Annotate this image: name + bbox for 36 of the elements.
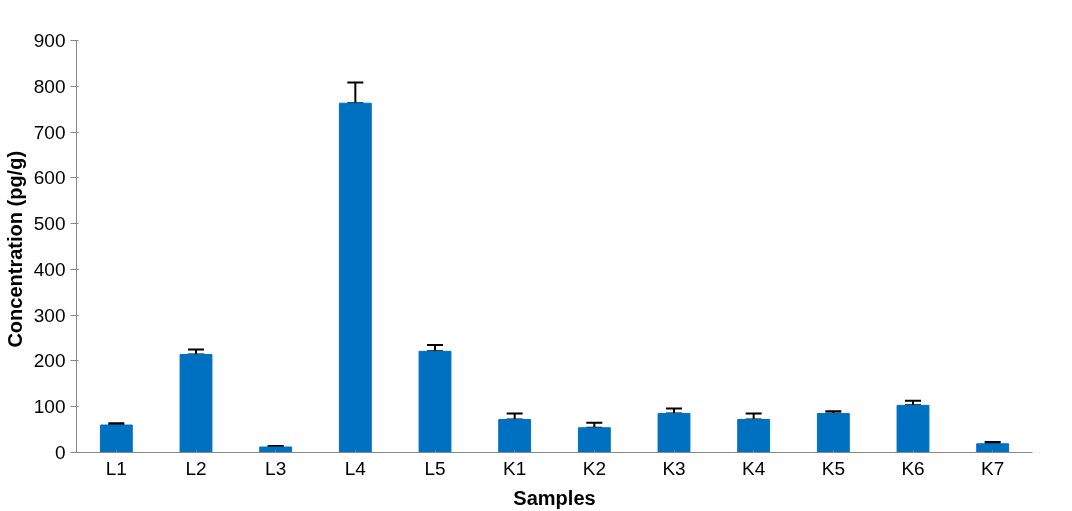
x-tick-label: K6 (901, 457, 925, 479)
x-tick-label: K5 (821, 457, 845, 479)
bar (737, 419, 771, 453)
x-axis-title: Samples (513, 486, 596, 509)
bar (976, 443, 1010, 453)
x-tick-label: L3 (265, 457, 287, 479)
bar (577, 427, 611, 453)
y-tick-label: 400 (33, 258, 66, 280)
x-tick-label: L4 (344, 457, 367, 479)
bar (896, 404, 930, 453)
bar (816, 413, 850, 453)
y-tick-label: 600 (33, 167, 66, 189)
bar (418, 350, 452, 453)
x-tick-label: K4 (742, 457, 766, 479)
y-tick-label: 700 (33, 121, 66, 143)
bar (338, 102, 372, 453)
x-tick-label: K7 (981, 457, 1005, 479)
y-tick-label: 300 (33, 304, 66, 326)
bar (179, 354, 213, 453)
y-tick-label: 200 (33, 350, 66, 372)
y-tick-label: 800 (33, 75, 66, 97)
x-tick-label: K1 (503, 457, 527, 479)
y-tick-label: 100 (33, 396, 66, 418)
bar (498, 419, 532, 453)
x-tick-label: L1 (105, 457, 127, 479)
y-axis-title: Concentration (pg/g) (3, 150, 26, 348)
bar (99, 424, 133, 453)
y-tick-label: 500 (33, 213, 66, 235)
x-tick-label: K2 (582, 457, 606, 479)
x-tick-label: K3 (662, 457, 686, 479)
x-tick-label: L5 (424, 457, 446, 479)
bar (259, 446, 293, 453)
y-tick-label: 900 (33, 30, 66, 51)
x-tick-label: L2 (185, 457, 207, 479)
bar (657, 413, 691, 453)
y-tick-label: 0 (54, 442, 66, 463)
